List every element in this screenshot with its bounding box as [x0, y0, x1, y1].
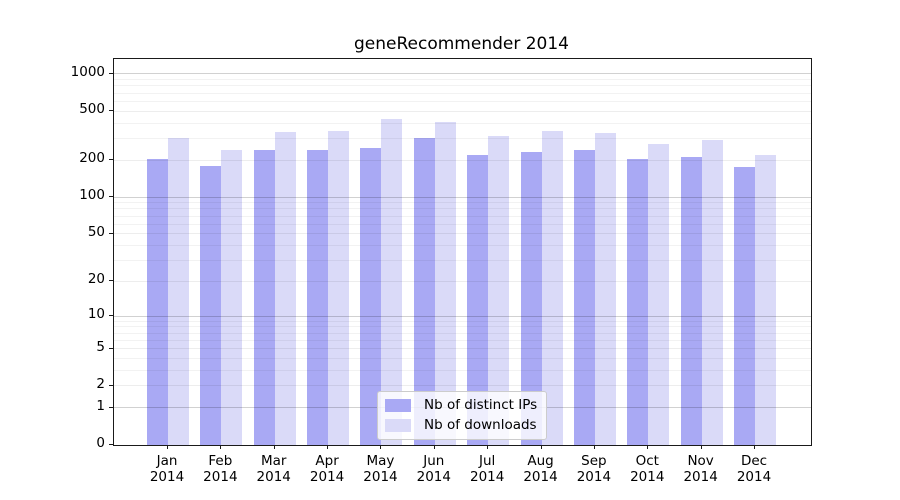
y-tick-label-10: 10 [87, 306, 105, 323]
y-tick-label-2: 2 [96, 375, 105, 392]
y-tick-label-100: 100 [79, 187, 105, 204]
gridline-y-900 [114, 79, 811, 81]
bar-distinct-ips-nov-2014 [680, 156, 702, 445]
x-tick-label-dec: Dec 2014 [736, 453, 772, 485]
bar-distinct-ips-jun-2014 [413, 137, 435, 445]
y-tick-mark-200 [109, 159, 113, 161]
y-tick-label-1000: 1000 [70, 63, 105, 80]
y-tick-label-5: 5 [96, 338, 105, 355]
bar-distinct-ips-may-2014 [360, 147, 382, 445]
y-tick-label-0: 0 [96, 435, 105, 451]
y-tick-mark-5 [109, 347, 113, 349]
legend: Nb of distinct IPs Nb of downloads [377, 391, 548, 440]
bar-downloads-jan-2014 [168, 138, 189, 445]
y-tick-mark-20 [109, 280, 113, 282]
legend-swatch-distinct-ips [385, 399, 411, 412]
bar-distinct-ips-mar-2014 [253, 150, 275, 445]
y-tick-label-20: 20 [87, 271, 105, 288]
x-tick-mark-apr [327, 445, 329, 449]
bar-distinct-ips-oct-2014 [627, 158, 649, 445]
bar-downloads-nov-2014 [701, 139, 723, 445]
bar-downloads-jul-2014 [488, 135, 510, 445]
x-tick-mark-oct [647, 445, 649, 449]
legend-label-downloads: Nb of downloads [424, 417, 537, 433]
x-tick-label-oct: Oct 2014 [630, 453, 665, 485]
bar-downloads-apr-2014 [328, 130, 350, 445]
x-tick-label-nov: Nov 2014 [683, 453, 718, 485]
x-tick-mark-sep [593, 445, 595, 449]
y-tick-mark-0 [109, 444, 113, 445]
gridline-y-400 [114, 122, 811, 124]
bar-distinct-ips-jan-2014 [147, 158, 168, 445]
gridline-y-600 [114, 100, 811, 102]
legend-label-distinct-ips: Nb of distinct IPs [424, 397, 538, 413]
x-tick-label-jun: Jun 2014 [416, 453, 451, 485]
legend-swatch-downloads [385, 419, 411, 432]
y-tick-mark-1 [109, 406, 113, 408]
gridline-y-500 [114, 110, 811, 112]
bar-distinct-ips-jul-2014 [467, 154, 489, 445]
y-tick-mark-1000 [109, 72, 113, 74]
y-tick-mark-500 [109, 110, 113, 112]
bar-downloads-mar-2014 [274, 131, 296, 445]
x-tick-label-sep: Sep 2014 [576, 453, 612, 485]
x-tick-mark-may [380, 445, 382, 449]
x-tick-mark-jun [433, 445, 435, 449]
bar-downloads-may-2014 [381, 118, 403, 445]
x-tick-mark-aug [540, 445, 542, 449]
y-tick-mark-100 [109, 196, 113, 198]
x-tick-mark-jul [487, 445, 489, 449]
bar-distinct-ips-apr-2014 [307, 149, 329, 445]
bar-downloads-dec-2014 [755, 154, 776, 445]
x-tick-mark-feb [220, 445, 222, 449]
legend-entry-downloads: Nb of downloads [385, 418, 537, 433]
gridline-y-700 [114, 92, 811, 94]
y-tick-mark-10 [109, 315, 113, 317]
plot-area [113, 58, 812, 446]
x-tick-label-jan: Jan 2014 [149, 453, 185, 485]
y-tick-label-50: 50 [87, 223, 105, 240]
y-tick-mark-2 [109, 384, 113, 386]
bar-distinct-ips-feb-2014 [200, 165, 222, 445]
y-tick-label-1: 1 [96, 397, 105, 414]
x-tick-mark-nov [700, 445, 702, 449]
y-tick-label-200: 200 [79, 150, 105, 167]
bar-downloads-sep-2014 [594, 132, 616, 445]
bar-downloads-aug-2014 [541, 130, 563, 445]
x-tick-mark-jan [167, 445, 168, 449]
bar-downloads-jun-2014 [434, 121, 456, 445]
y-tick-label-500: 500 [79, 101, 105, 118]
bar-downloads-oct-2014 [648, 143, 670, 445]
x-tick-label-mar: Mar 2014 [256, 453, 291, 485]
x-tick-label-feb: Feb 2014 [203, 453, 238, 485]
gridline-y-800 [114, 85, 811, 87]
x-tick-label-apr: Apr 2014 [309, 453, 345, 485]
chart-title: geneRecommender 2014 [354, 34, 569, 54]
bar-distinct-ips-sep-2014 [573, 150, 595, 445]
legend-entry-distinct-ips: Nb of distinct IPs [385, 398, 537, 413]
x-tick-label-jul: Jul 2014 [469, 453, 505, 485]
x-tick-label-aug: Aug 2014 [523, 453, 558, 485]
bar-downloads-feb-2014 [221, 149, 243, 445]
x-tick-mark-dec [754, 445, 755, 449]
x-tick-mark-mar [273, 445, 275, 449]
gridline-y-1000 [114, 73, 811, 75]
y-tick-mark-50 [109, 232, 113, 234]
x-tick-label-may: May 2014 [363, 453, 398, 485]
bar-distinct-ips-aug-2014 [520, 151, 542, 445]
bar-distinct-ips-dec-2014 [734, 167, 755, 445]
